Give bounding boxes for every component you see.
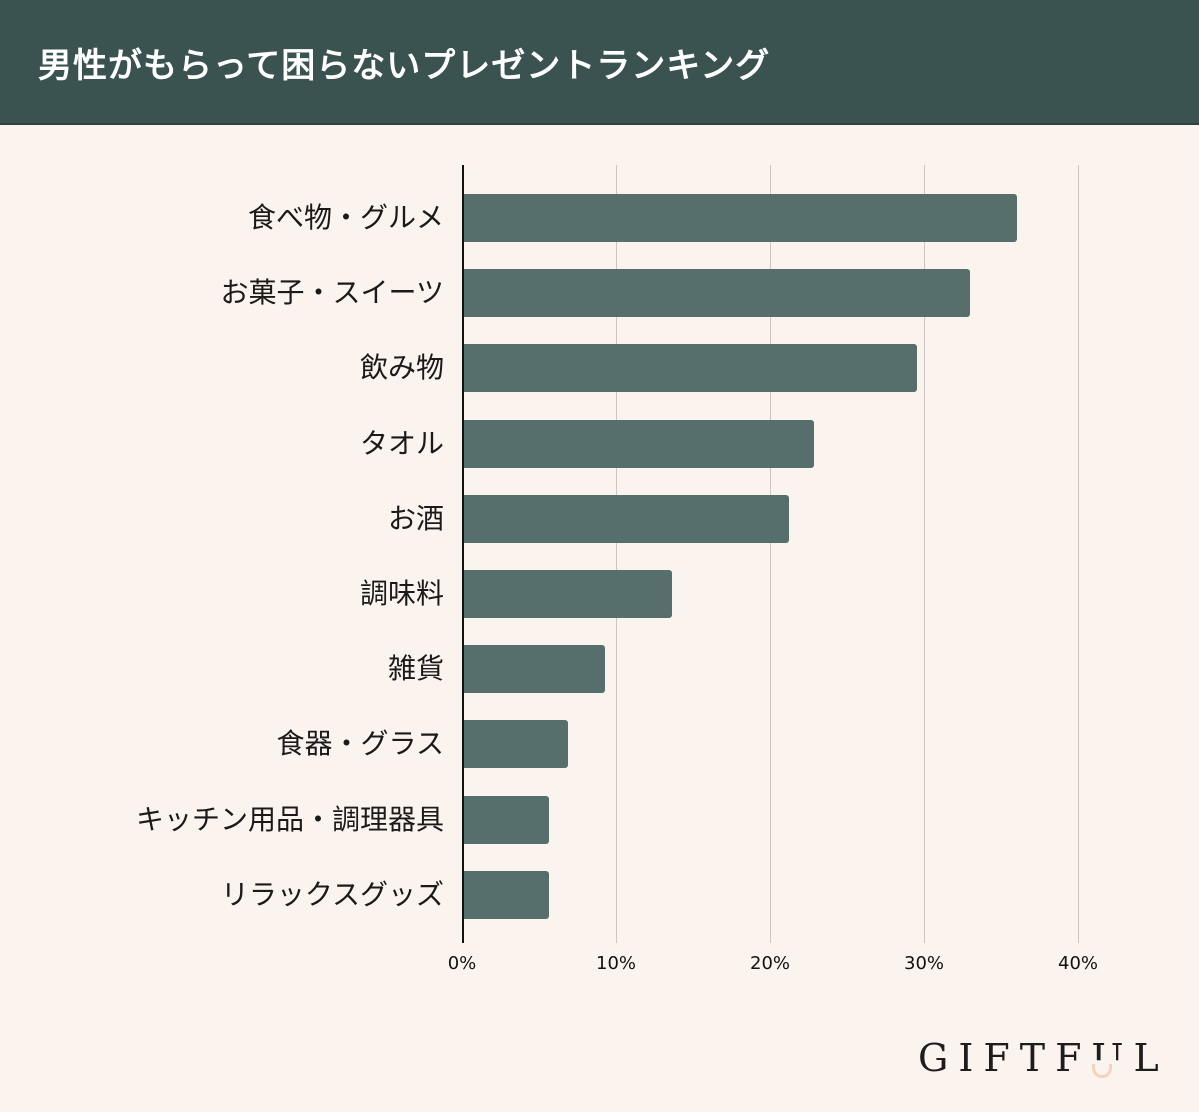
bar: [463, 870, 550, 919]
gridline: [924, 165, 925, 943]
bar: [463, 194, 1018, 242]
category-label: 食器・グラス: [276, 727, 444, 761]
gridline: [616, 165, 617, 943]
bar: [463, 720, 568, 769]
y-axis-line: [462, 165, 464, 943]
logo-u: U: [1091, 1036, 1134, 1080]
header-banner: 男性がもらって困らないプレゼントランキング: [0, 0, 1199, 125]
category-label: キッチン用品・調理器具: [135, 802, 444, 836]
category-label: お酒: [387, 501, 444, 535]
x-tick-label: 0%: [447, 953, 477, 974]
category-label: リラックスグッズ: [220, 877, 444, 911]
category-label: 飲み物: [359, 351, 444, 385]
gridline: [770, 165, 771, 943]
x-tick-label: 30%: [903, 953, 945, 974]
bar: [463, 795, 550, 844]
x-tick-label: 20%: [749, 953, 791, 974]
bar: [463, 269, 970, 318]
bar: [463, 645, 605, 694]
chart-title: 男性がもらって困らないプレゼントランキング: [38, 46, 771, 86]
logo-text-end: L: [1133, 1036, 1169, 1080]
gridline: [1078, 165, 1079, 943]
giftful-logo: GIFTFU L: [918, 1036, 1169, 1080]
category-label: タオル: [359, 426, 444, 460]
logo-smile-icon: [1092, 1064, 1113, 1078]
bar: [463, 419, 815, 468]
bar: [463, 494, 790, 543]
category-label: お菓子・スイーツ: [220, 276, 444, 310]
logo-text: GIFTF: [918, 1036, 1092, 1080]
category-label: 調味料: [359, 577, 444, 610]
plot-area: [462, 165, 1162, 943]
category-label: 雑貨: [387, 652, 444, 686]
category-label: 食べ物・グルメ: [247, 201, 444, 234]
x-tick-label: 40%: [1057, 953, 1099, 974]
bar: [463, 570, 673, 618]
bar: [463, 344, 918, 393]
x-tick-label: 10%: [595, 953, 637, 974]
